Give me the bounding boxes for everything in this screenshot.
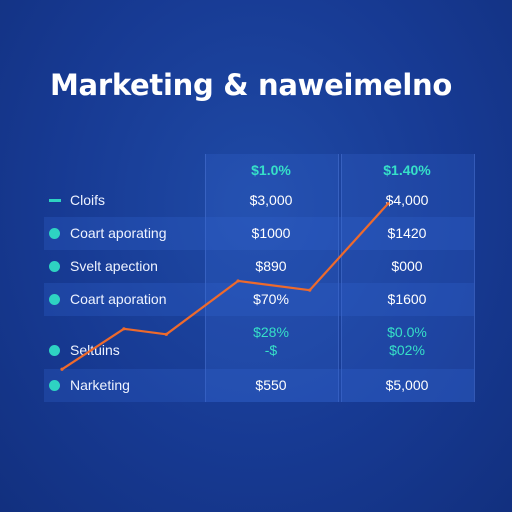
row-label: Coart aporation (70, 291, 167, 307)
header-col-2: $1.40% (383, 162, 431, 178)
series-point (164, 332, 168, 336)
dash-marker-icon (49, 199, 61, 202)
series-point (308, 288, 312, 292)
bullet-dot-icon (49, 294, 60, 305)
series-point (236, 279, 240, 283)
bullet-dot-icon (49, 380, 60, 391)
row-value-col-2: $1420 (387, 225, 427, 241)
series-point (60, 367, 64, 371)
row-label: Seltuins (70, 342, 120, 358)
row-value-col-2: $4,000 (385, 192, 429, 208)
row-value-col-1: $1000 (251, 225, 291, 241)
table-header-row: $1.0% $1.40% (44, 154, 474, 184)
row-value-col-1: $3,000 (249, 192, 293, 208)
row-label: Svelt apection (70, 258, 158, 274)
row-value-col-1: $550 (255, 377, 287, 393)
bullet-dot-icon (49, 228, 60, 239)
table-row: Coart aporating $1000 $1420 (44, 217, 474, 250)
column-band-2 (341, 154, 475, 402)
row-label: Narketing (70, 377, 130, 393)
header-col-1: $1.0% (251, 162, 291, 178)
table-row: Svelt apection $890 $000 (44, 250, 474, 283)
series-layer (60, 202, 390, 371)
table-row: Seltuins $28% -$ $0.0% $02% (44, 316, 474, 366)
series-point (122, 327, 126, 331)
row-value-col-1: $70% (253, 291, 289, 307)
bullet-dot-icon (49, 345, 60, 356)
column-band-1 (205, 154, 339, 402)
table-row: Coart aporation $70% $1600 (44, 283, 474, 316)
row-label: Coart aporating (70, 225, 167, 241)
row-value-col-2: $5,000 (385, 377, 429, 393)
series-point (386, 202, 390, 206)
row-label: Cloifs (70, 192, 106, 208)
bullet-dot-icon (49, 261, 60, 272)
series-line (61, 202, 389, 371)
row-value-col-2: $0.0% (387, 324, 427, 340)
row-value-col-1: $890 (255, 258, 287, 274)
chart-title: Marketing & naweimelno (50, 68, 453, 102)
row-value-col-2: $1600 (387, 291, 427, 307)
row-subvalue-col-1: -$ (264, 342, 278, 358)
row-value-col-2: $000 (391, 258, 423, 274)
table-row: Narketing $550 $5,000 (44, 369, 474, 402)
row-subvalue-col-2: $02% (389, 342, 425, 358)
row-value-col-1: $28% (253, 324, 289, 340)
table-row: Cloifs $3,000 $4,000 (44, 184, 474, 217)
